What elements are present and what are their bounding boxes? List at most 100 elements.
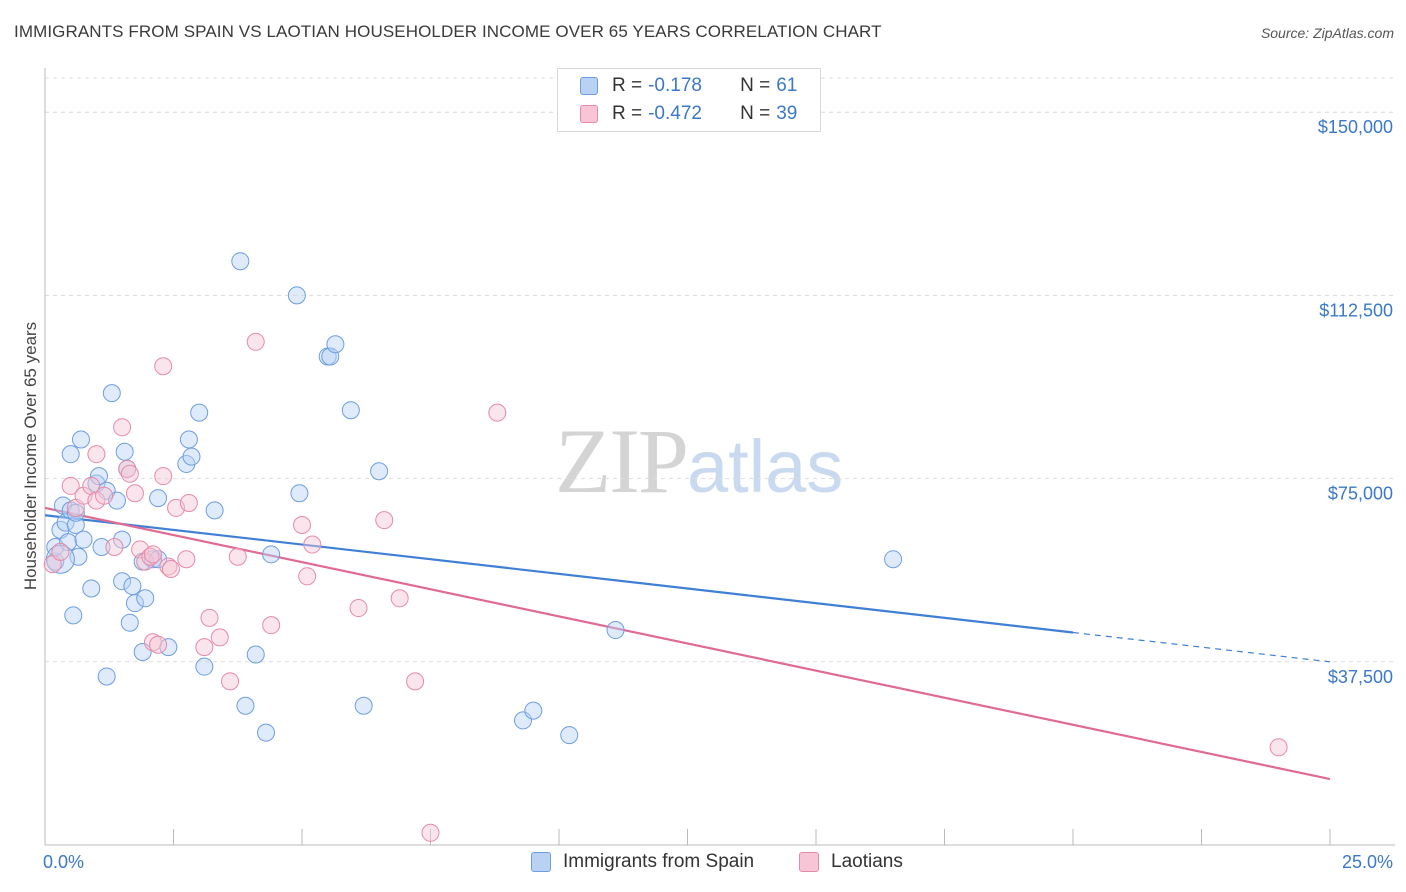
axes xyxy=(44,68,1395,846)
point-laotians xyxy=(120,464,139,483)
point-spain xyxy=(257,723,276,742)
watermark-zip: ZIP xyxy=(555,410,689,512)
point-spain xyxy=(97,667,116,686)
legend-n-value: 39 xyxy=(776,103,798,124)
point-spain xyxy=(71,430,90,449)
point-spain xyxy=(89,467,108,486)
point-laotians xyxy=(143,545,162,564)
point-spain xyxy=(102,384,121,403)
point-spain xyxy=(82,579,101,598)
point-laotians xyxy=(1269,738,1288,757)
point-laotians xyxy=(421,823,440,842)
y-tick-label: $75,000 xyxy=(1328,484,1393,504)
point-spain xyxy=(884,550,903,569)
watermark: ZIPatlas xyxy=(555,408,843,514)
point-laotians xyxy=(154,467,173,486)
trendline-laotians xyxy=(44,506,1331,781)
chart-title: IMMIGRANTS FROM SPAIN VS LAOTIAN HOUSEHO… xyxy=(14,22,882,41)
point-laotians xyxy=(210,628,229,647)
series-legend: Immigrants from Spain Laotians xyxy=(0,851,1406,879)
point-laotians xyxy=(293,516,311,535)
point-spain xyxy=(354,696,373,715)
point-laotians xyxy=(161,559,180,578)
point-laotians xyxy=(349,599,368,618)
point-laotians xyxy=(141,547,160,566)
point-laotians xyxy=(136,552,155,571)
series-swatch-spain xyxy=(531,852,551,872)
point-spain xyxy=(149,489,168,508)
point-laotians xyxy=(61,476,80,495)
point-laotians xyxy=(390,589,409,608)
point-spain xyxy=(246,645,265,664)
trendline-spain xyxy=(44,514,1074,634)
point-laotians xyxy=(298,567,317,586)
point-laotians xyxy=(125,484,144,503)
x-tick-label: 25.0% xyxy=(1342,852,1393,872)
point-spain xyxy=(115,442,134,461)
point-spain xyxy=(231,252,250,271)
point-laotians xyxy=(149,635,168,654)
series-swatch-laotians xyxy=(799,852,819,872)
point-spain xyxy=(64,606,83,625)
point-spain xyxy=(326,335,345,354)
legend-row-spain: R = -0.178 N = 61 xyxy=(580,74,797,98)
point-laotians xyxy=(87,445,106,464)
legend-row-laotians: R = -0.472 N = 39 xyxy=(580,102,797,126)
point-spain xyxy=(61,445,80,464)
point-spain xyxy=(236,696,255,715)
point-laotians xyxy=(262,616,281,635)
point-spain xyxy=(66,503,85,522)
legend-r-value: -0.178 xyxy=(648,75,702,96)
series-label-laotians: Laotians xyxy=(831,851,903,872)
point-spain xyxy=(195,657,214,676)
series-legend-spain: Immigrants from Spain xyxy=(531,851,754,873)
point-laotians xyxy=(228,547,247,566)
point-spain xyxy=(524,701,543,720)
point-laotians xyxy=(488,403,507,422)
data-points xyxy=(43,252,1288,842)
point-spain xyxy=(59,533,78,552)
point-spain xyxy=(113,530,132,549)
legend-r-label: R = xyxy=(612,103,643,124)
y-tick-label: $37,500 xyxy=(1328,667,1393,687)
point-laotians xyxy=(95,486,114,505)
axis-labels: $37,500 $75,000 $112,500 $150,000 0.0% 25.0% H… xyxy=(21,117,1393,872)
legend-swatch-laotians xyxy=(580,105,598,123)
legend-r-label: R = xyxy=(612,75,643,96)
point-spain xyxy=(560,726,579,745)
point-spain xyxy=(136,589,155,608)
x-tick-label: 0.0% xyxy=(43,852,84,872)
trendlines xyxy=(44,506,1331,781)
series-legend-laotians: Laotians xyxy=(799,851,903,873)
point-laotians xyxy=(177,550,196,569)
point-laotians xyxy=(118,459,137,478)
point-spain xyxy=(45,544,75,574)
correlation-legend: R = -0.178 N = 61 R = -0.472 N = 39 xyxy=(557,68,821,132)
point-spain xyxy=(92,537,111,556)
legend-n-label: N = xyxy=(740,103,771,124)
point-laotians xyxy=(200,608,219,627)
trendline-spain-extension xyxy=(1072,631,1331,663)
source-label: Source: ZipAtlas.com xyxy=(1260,25,1394,41)
point-laotians xyxy=(51,542,70,561)
point-spain xyxy=(287,286,306,305)
point-spain xyxy=(262,545,281,564)
point-laotians xyxy=(221,672,240,691)
point-laotians xyxy=(143,633,162,652)
point-laotians xyxy=(246,332,265,351)
point-spain xyxy=(190,403,209,422)
point-laotians xyxy=(113,418,132,437)
point-spain xyxy=(341,401,360,420)
legend-n-label: N = xyxy=(740,75,771,96)
point-laotians xyxy=(406,672,425,691)
y-axis-label: Householder Income Over 65 years xyxy=(21,322,40,590)
series-label-spain: Immigrants from Spain xyxy=(563,851,755,872)
point-laotians xyxy=(159,557,178,576)
legend-swatch-spain xyxy=(580,77,598,95)
point-spain xyxy=(606,621,625,640)
point-laotians xyxy=(154,357,173,376)
point-spain xyxy=(125,594,144,613)
legend-n-value: 61 xyxy=(776,75,798,96)
point-laotians xyxy=(179,494,198,513)
